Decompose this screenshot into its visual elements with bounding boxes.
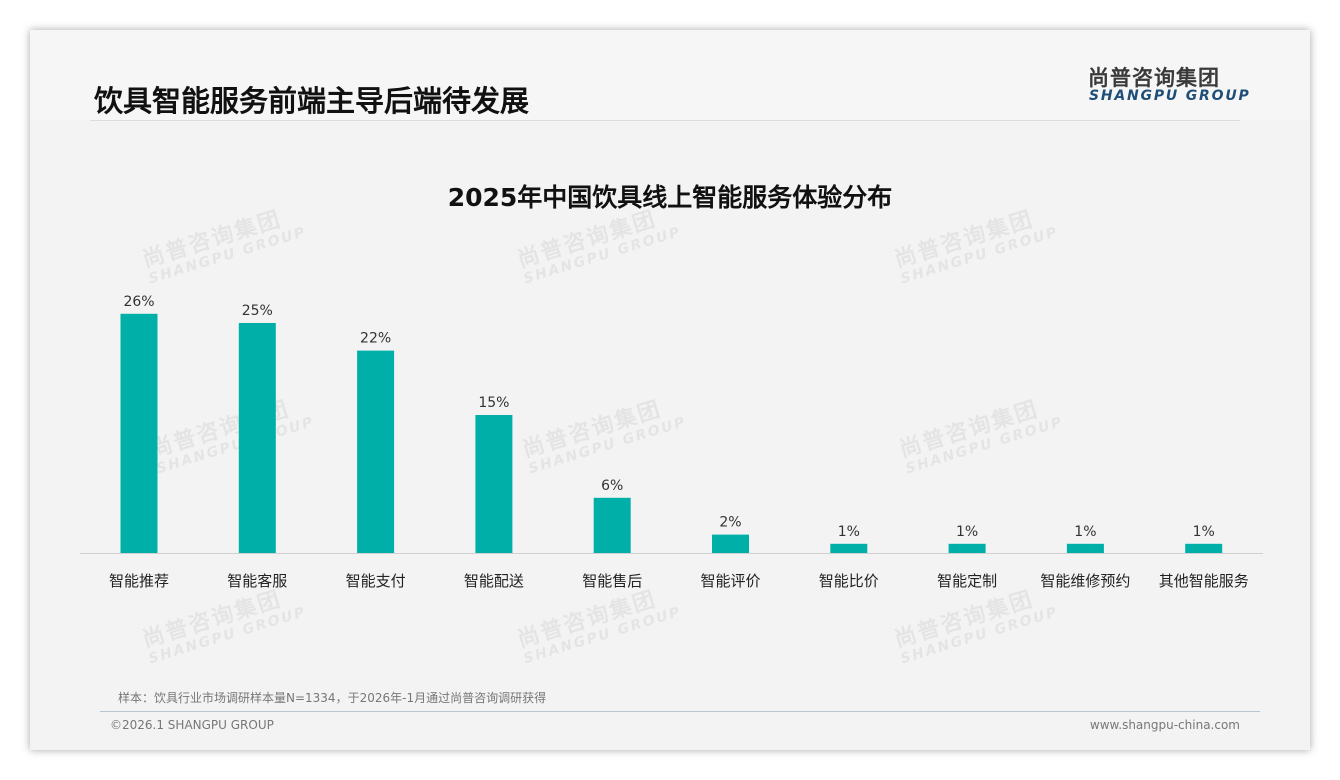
bar (830, 543, 868, 553)
data-label: 22% (360, 331, 391, 347)
bar (120, 313, 158, 553)
category-label: 智能推荐 (109, 572, 169, 590)
bar (238, 323, 276, 553)
category-label: 其他智能服务 (1159, 572, 1249, 590)
category-label: 智能售后 (582, 572, 642, 590)
data-label: 2% (719, 515, 741, 531)
sample-note: 样本：饮具行业市场调研样本量N=1334，于2026年-1月通过尚普咨询调研获得 (118, 691, 547, 705)
bar (593, 497, 631, 553)
category-label: 智能维修预约 (1040, 572, 1130, 590)
bar (1185, 543, 1223, 553)
footer-divider (100, 711, 1260, 712)
website-url: www.shangpu-china.com (1089, 718, 1240, 732)
copyright: ©2026.1 SHANGPU GROUP (110, 718, 274, 732)
category-label: 智能配送 (464, 572, 524, 590)
chart-title: 2025年中国饮具线上智能服务体验分布 (447, 183, 893, 212)
data-label: 1% (1193, 524, 1215, 540)
bar (475, 415, 513, 553)
data-label: 6% (601, 478, 623, 494)
data-label: 25% (242, 303, 273, 319)
header (30, 30, 1310, 120)
bar (712, 534, 749, 553)
logo-en: SHANGPU GROUP (1089, 88, 1251, 104)
page-title: 饮具智能服务前端主导后端待发展 (94, 84, 530, 118)
data-label: 15% (478, 395, 509, 411)
header-divider (90, 120, 1240, 121)
data-label: 1% (838, 524, 860, 540)
category-label: 智能比价 (819, 572, 879, 590)
data-label: 1% (1074, 524, 1096, 540)
bar (357, 350, 395, 553)
category-label: 智能支付 (346, 572, 406, 590)
category-label: 智能定制 (937, 572, 997, 590)
data-label: 1% (956, 524, 978, 540)
bar (1066, 543, 1104, 553)
bar (948, 543, 986, 553)
logo-cn: 尚普咨询集团 (1088, 66, 1220, 90)
category-label: 智能评价 (700, 572, 760, 590)
category-label: 智能客服 (227, 572, 287, 590)
data-label: 26% (123, 294, 154, 310)
